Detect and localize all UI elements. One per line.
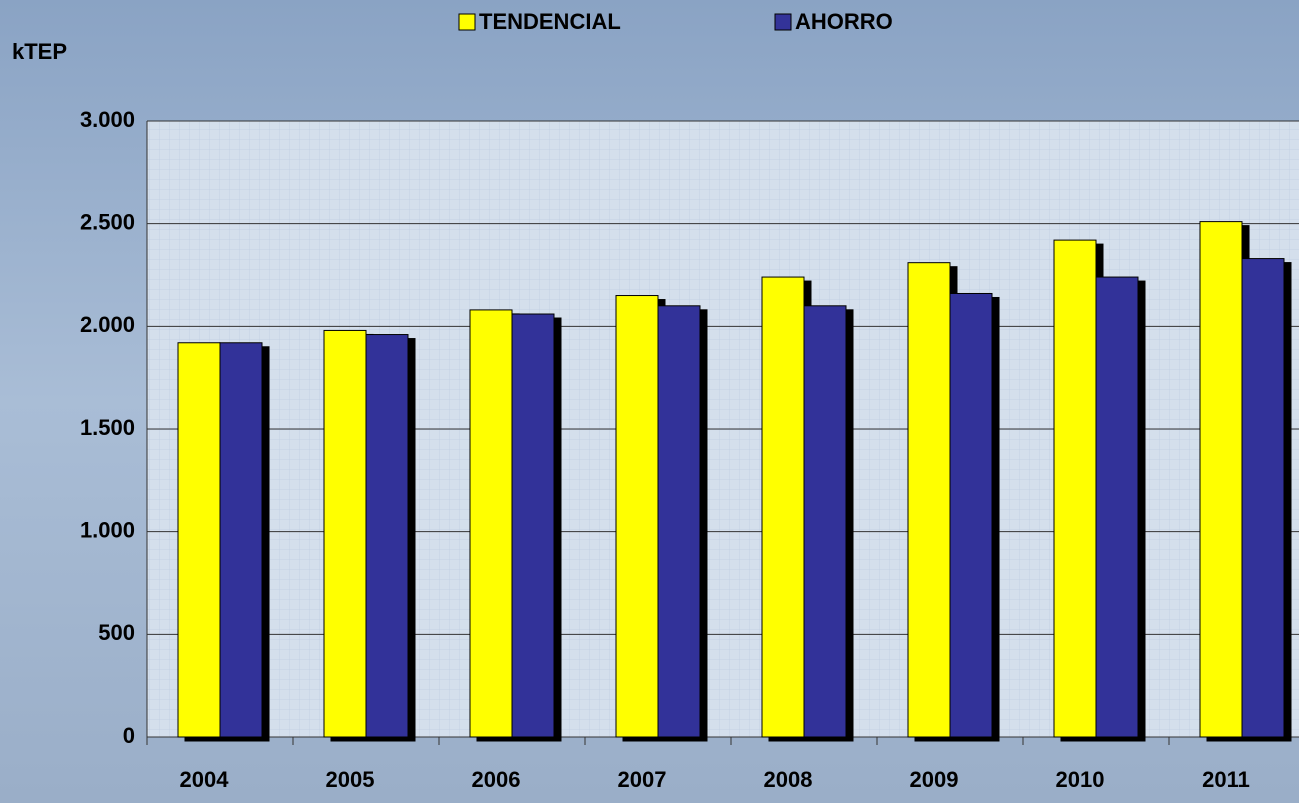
bar: [1241, 258, 1285, 738]
legend-swatch: [458, 13, 476, 31]
y-tick-label: 1.500: [80, 415, 135, 440]
x-tick-label: 2011: [1202, 767, 1250, 792]
bar: [803, 305, 847, 738]
x-tick-label: 2008: [764, 767, 813, 792]
x-tick-label: 2010: [1056, 767, 1105, 792]
bar: [1199, 221, 1243, 738]
bar: [365, 334, 409, 738]
x-tick-label: 2004: [180, 767, 230, 792]
bar: [1053, 239, 1097, 738]
y-tick-label: 0: [123, 723, 135, 748]
bar: [615, 295, 659, 738]
y-axis-label: kTEP: [12, 39, 67, 64]
y-tick-label: 2.500: [80, 209, 135, 234]
bar: [177, 342, 221, 738]
legend-label: AHORRO: [795, 9, 893, 34]
bar: [657, 305, 701, 738]
bar: [323, 329, 367, 738]
bar: [469, 309, 513, 738]
bar: [219, 342, 263, 738]
y-tick-label: 2.000: [80, 312, 135, 337]
bar: [511, 313, 555, 738]
bar: [761, 276, 805, 738]
bar: [949, 292, 993, 738]
legend-swatch: [774, 13, 792, 31]
legend-label: TENDENCIAL: [479, 9, 621, 34]
bar: [907, 262, 951, 738]
x-tick-label: 2007: [618, 767, 667, 792]
y-tick-label: 1.000: [80, 517, 135, 542]
bar: [1095, 276, 1139, 738]
y-tick-label: 3.000: [80, 107, 135, 132]
x-tick-label: 2005: [326, 767, 375, 792]
y-tick-label: 500: [98, 620, 135, 645]
x-tick-label: 2006: [472, 767, 521, 792]
x-tick-label: 2009: [910, 767, 959, 792]
